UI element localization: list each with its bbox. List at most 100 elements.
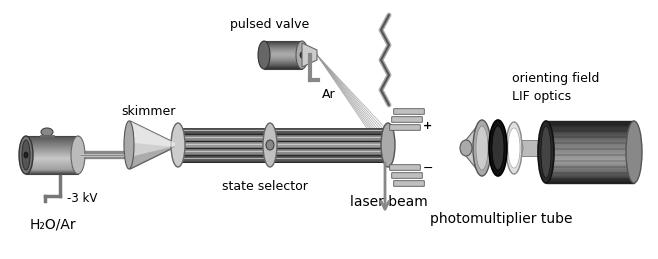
Bar — [546, 157, 634, 158]
Bar — [546, 141, 634, 142]
FancyBboxPatch shape — [390, 125, 420, 130]
Bar — [26, 169, 78, 170]
Bar — [26, 150, 78, 151]
Bar — [26, 149, 78, 150]
Text: -3 kV: -3 kV — [67, 192, 97, 205]
Text: skimmer: skimmer — [121, 105, 175, 118]
Ellipse shape — [538, 121, 554, 183]
Bar — [546, 144, 634, 145]
Bar — [546, 127, 634, 128]
Bar — [26, 141, 78, 142]
Bar — [264, 58, 302, 59]
Ellipse shape — [263, 123, 277, 167]
Text: Ar: Ar — [322, 88, 336, 101]
Bar — [546, 164, 634, 165]
Bar — [546, 181, 634, 182]
Bar — [546, 152, 634, 153]
Bar — [546, 128, 634, 129]
Polygon shape — [130, 121, 175, 147]
Bar — [26, 167, 78, 168]
Polygon shape — [130, 121, 175, 169]
Bar — [264, 41, 302, 42]
Bar — [546, 171, 634, 172]
Bar — [26, 159, 78, 160]
Bar — [546, 130, 634, 131]
Ellipse shape — [296, 41, 308, 69]
Bar — [26, 170, 78, 171]
Bar — [26, 144, 78, 145]
Bar — [546, 169, 634, 170]
Bar — [264, 49, 302, 50]
Bar — [264, 53, 302, 54]
Bar — [264, 47, 302, 48]
Bar — [546, 151, 634, 152]
Bar — [546, 166, 634, 167]
Bar — [26, 155, 78, 156]
Bar — [546, 182, 634, 183]
Bar — [546, 146, 634, 147]
Bar — [264, 54, 302, 55]
Bar — [264, 57, 302, 58]
Bar — [546, 137, 634, 138]
Ellipse shape — [489, 120, 507, 176]
Bar — [546, 159, 634, 160]
Polygon shape — [130, 146, 175, 169]
Bar — [26, 163, 78, 164]
Text: H₂O/Ar: H₂O/Ar — [30, 218, 76, 232]
Bar — [264, 44, 302, 45]
Ellipse shape — [476, 126, 488, 170]
Bar — [546, 147, 634, 148]
Bar — [546, 143, 634, 144]
Ellipse shape — [513, 140, 523, 156]
Bar — [264, 56, 302, 57]
Bar — [546, 121, 634, 183]
Bar — [264, 62, 302, 63]
Text: orienting field: orienting field — [512, 72, 599, 85]
Bar — [546, 180, 634, 181]
Bar — [26, 165, 78, 166]
Bar — [26, 162, 78, 163]
Ellipse shape — [626, 121, 642, 183]
Ellipse shape — [492, 126, 504, 170]
Bar — [264, 66, 302, 67]
Bar — [26, 168, 78, 169]
Bar — [518, 140, 546, 156]
Ellipse shape — [41, 128, 53, 136]
Ellipse shape — [541, 126, 551, 178]
Bar — [546, 134, 634, 135]
Bar — [546, 122, 634, 123]
Bar — [546, 150, 634, 151]
Bar — [26, 153, 78, 154]
Bar — [264, 48, 302, 49]
Bar — [546, 125, 634, 126]
Bar — [264, 61, 302, 62]
FancyBboxPatch shape — [392, 117, 422, 122]
Bar — [26, 142, 78, 143]
Bar — [26, 173, 78, 174]
FancyBboxPatch shape — [392, 173, 422, 178]
Ellipse shape — [258, 41, 270, 69]
Bar — [264, 51, 302, 52]
Bar — [264, 68, 302, 69]
Text: photomultiplier tube: photomultiplier tube — [430, 212, 572, 226]
Polygon shape — [466, 120, 482, 176]
Bar — [546, 165, 634, 166]
Bar — [546, 170, 634, 171]
Ellipse shape — [22, 140, 30, 170]
Text: LIF optics: LIF optics — [512, 90, 571, 103]
Bar — [546, 138, 634, 139]
Bar — [264, 41, 302, 69]
Bar — [26, 158, 78, 159]
Bar — [546, 139, 634, 140]
Bar — [546, 140, 634, 141]
Bar — [26, 148, 78, 149]
Bar — [546, 162, 634, 163]
Text: −: − — [423, 162, 434, 175]
Bar — [26, 151, 78, 152]
Bar — [264, 55, 302, 56]
Bar — [546, 156, 634, 157]
Bar — [546, 142, 634, 143]
Bar — [26, 137, 78, 138]
Text: pulsed valve: pulsed valve — [230, 18, 310, 31]
Bar — [26, 143, 78, 144]
